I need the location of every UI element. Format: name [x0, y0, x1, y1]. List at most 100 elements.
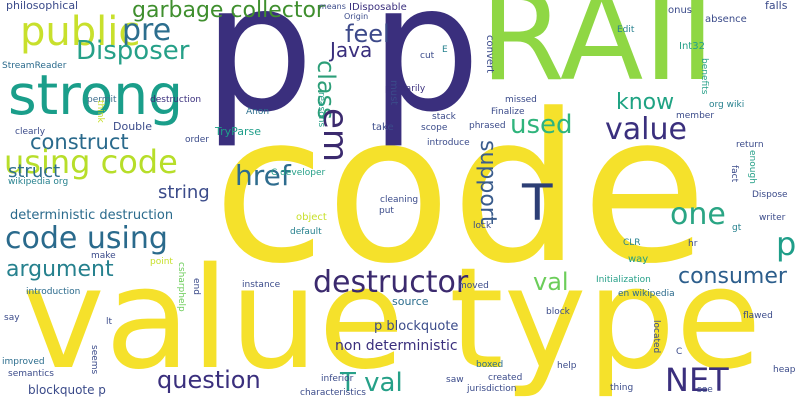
cloud-word: permit	[87, 95, 117, 105]
cloud-word: Edit	[617, 25, 635, 35]
cloud-word: Initialization	[596, 275, 651, 285]
cloud-word: primarily	[385, 84, 426, 94]
cloud-word: strong	[8, 63, 184, 127]
cloud-word: IDisposable	[349, 2, 407, 13]
cloud-word: return	[736, 140, 764, 150]
cloud-word: csharphelp	[176, 262, 186, 312]
cloud-word: lock	[473, 221, 492, 231]
cloud-word: reasons	[316, 92, 326, 128]
cloud-word: say	[4, 313, 20, 323]
cloud-word: take	[372, 122, 394, 133]
cloud-word: Java	[330, 38, 373, 62]
cloud-word: using code	[4, 143, 178, 181]
cloud-word: T	[522, 174, 553, 232]
cloud-word: gt	[732, 223, 742, 233]
cloud-word: NET	[665, 361, 729, 399]
cloud-word: located	[651, 320, 661, 354]
cloud-word: end	[191, 278, 201, 295]
cloud-word: benefits	[699, 58, 709, 95]
cloud-word: C developer	[271, 168, 326, 178]
cloud-word: means	[319, 2, 346, 11]
cloud-word: seems	[89, 345, 99, 375]
cloud-word: introduce	[427, 138, 470, 148]
cloud-word: org wiki	[709, 100, 745, 110]
cloud-word: characteristics	[300, 388, 366, 398]
cloud-word: deterministic destruction	[10, 208, 174, 223]
cloud-word: p	[776, 225, 797, 263]
cloud-word: point	[150, 257, 173, 267]
cloud-word: destructor	[313, 265, 469, 300]
cloud-word: put	[379, 206, 394, 216]
cloud-word: see	[697, 385, 713, 395]
cloud-word: Disposer	[76, 36, 190, 66]
cloud-word: destruction	[150, 95, 202, 105]
cloud-word: block	[546, 307, 570, 317]
cloud-word: stack	[432, 112, 456, 122]
cloud-word: inferior	[321, 374, 354, 384]
cloud-word: StreamReader	[2, 61, 67, 71]
cloud-word: fact	[729, 165, 739, 183]
cloud-word: improved	[2, 357, 45, 367]
cloud-word: non deterministic	[335, 338, 458, 354]
cloud-word: instance	[242, 280, 281, 290]
cloud-word: clearly	[15, 127, 46, 137]
cloud-word: convert	[484, 35, 495, 74]
cloud-word: Double	[113, 120, 152, 133]
cloud-word: support	[475, 140, 500, 225]
cloud-word: consumer	[678, 264, 787, 289]
cloud-word: used	[510, 110, 573, 140]
cloud-word: make	[91, 251, 116, 261]
cloud-word: phrased	[469, 121, 506, 131]
cloud-word: Origin	[344, 12, 369, 21]
cloud-word: introduction	[26, 287, 81, 297]
cloud-word: CLR	[623, 238, 641, 248]
cloud-word: wikipedia org	[8, 177, 69, 187]
cloud-word: order	[185, 135, 209, 145]
cloud-word: construct	[30, 130, 129, 154]
cloud-word: Anon	[246, 107, 270, 117]
cloud-word: writer	[759, 213, 786, 223]
cloud-word: C	[676, 347, 683, 357]
cloud-word: thing	[610, 383, 634, 393]
cloud-word: Int32	[679, 41, 705, 52]
cloud-word: p p	[203, 0, 481, 151]
cloud-word: semantics	[8, 369, 54, 379]
cloud-word: blockquote p	[28, 383, 106, 397]
cloud-word: help	[557, 361, 577, 371]
cloud-word: philosophical	[6, 0, 79, 12]
cloud-word: source	[392, 295, 429, 308]
cloud-word: heap	[773, 365, 796, 375]
cloud-word: lt	[106, 317, 113, 327]
cloud-word: know	[616, 90, 675, 115]
cloud-word: href	[235, 159, 291, 192]
cloud-word: one	[670, 197, 726, 232]
cloud-word: cleaning	[380, 195, 419, 205]
cloud-word: hr	[688, 239, 698, 249]
cloud-word: feel	[345, 20, 390, 48]
cloud-word: member	[676, 111, 715, 121]
cloud-word: falls	[765, 0, 788, 12]
cloud-word: flawed	[743, 311, 773, 321]
cloud-word: moved	[458, 281, 489, 291]
cloud-word: question	[157, 366, 261, 394]
cloud-word: value	[605, 112, 687, 147]
cloud-word: p blockquote	[374, 319, 459, 334]
cloud-word: absence	[705, 14, 747, 25]
cloud-word: Finalize	[491, 107, 525, 117]
cloud-word: code using	[5, 221, 168, 256]
cloud-word: garbage collector	[132, 0, 325, 23]
cloud-word: object	[296, 212, 327, 223]
cloud-word: scope	[421, 123, 448, 133]
cloud-word: think	[95, 100, 105, 123]
cloud-word: string	[158, 182, 210, 203]
cloud-word: RAII	[480, 0, 716, 108]
cloud-word: struct	[8, 161, 61, 182]
cloud-word: en wikipedia	[618, 289, 675, 299]
cloud-word: enough	[747, 150, 757, 184]
cloud-word: default	[290, 227, 322, 237]
cloud-word: must	[388, 80, 399, 106]
cloud-word: saw	[446, 375, 464, 385]
cloud-word: code	[213, 71, 708, 309]
cloud-word: way	[628, 254, 649, 265]
